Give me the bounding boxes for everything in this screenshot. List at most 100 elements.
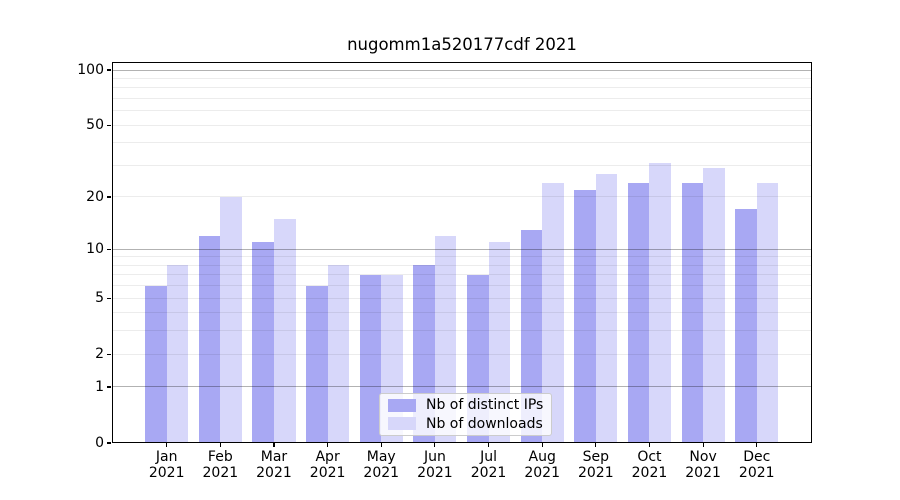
x-tick-label-may: May 2021 <box>346 449 416 481</box>
gridline-40 <box>112 142 812 144</box>
bar-nb-of-distinct-ips-jan <box>145 285 167 443</box>
y-tick-mark-20 <box>107 196 111 198</box>
x-tick-month: Mar <box>260 449 288 465</box>
bar-nb-of-distinct-ips-aug <box>520 229 543 443</box>
x-tick-month: Sep <box>582 449 609 465</box>
y-tick-label-20: 20 <box>86 188 104 205</box>
x-tick-year: 2021 <box>363 464 400 481</box>
x-tick-label-jun: Jun 2021 <box>400 449 470 481</box>
bar-nb-of-distinct-ips-nov <box>681 182 704 443</box>
x-tick-mark-jul <box>487 443 490 447</box>
bar-nb-of-distinct-ips-may <box>359 274 382 443</box>
gridline-20 <box>112 196 812 198</box>
y-tick-label-10: 10 <box>86 241 104 258</box>
bar-nb-of-downloads-apr <box>327 265 350 443</box>
gridline-10 <box>112 248 812 250</box>
y-tick-label-100: 100 <box>77 61 104 78</box>
bar-nb-of-downloads-jun <box>434 235 457 443</box>
y-tick-mark-50 <box>107 124 111 126</box>
legend-item-distinct-ips: Nb of distinct IPs <box>388 396 543 415</box>
y-tick-label-50: 50 <box>86 117 104 134</box>
x-tick-label-mar: Mar 2021 <box>239 449 309 481</box>
x-tick-year: 2021 <box>148 464 185 481</box>
gridlines-layer <box>112 62 812 443</box>
x-tick-mark-apr <box>327 443 329 447</box>
bar-nb-of-downloads-feb <box>220 196 242 443</box>
x-tick-year: 2021 <box>738 464 775 481</box>
x-tick-month: Oct <box>637 449 662 465</box>
x-tick-mark-dec <box>756 443 758 447</box>
x-tick-mark-mar <box>273 443 275 447</box>
x-tick-label-oct: Oct 2021 <box>614 449 684 481</box>
x-tick-mark-nov <box>702 443 704 447</box>
x-tick-month: Jul <box>480 449 497 465</box>
x-tick-month: Feb <box>207 449 233 465</box>
bar-nb-of-downloads-jan <box>166 265 189 443</box>
legend-item-downloads: Nb of downloads <box>388 415 543 434</box>
x-tick-mark-jun <box>434 443 436 447</box>
x-tick-mark-may <box>380 443 382 447</box>
x-tick-month: Jan <box>155 449 178 465</box>
x-tick-label-nov: Nov 2021 <box>668 449 738 481</box>
x-tick-month: May <box>366 449 396 465</box>
x-tick-year: 2021 <box>256 464 292 481</box>
gridline-8 <box>112 264 812 266</box>
legend-label-downloads: Nb of downloads <box>426 415 543 432</box>
plot-area: Nb of distinct IPs Nb of downloads <box>112 62 812 443</box>
gridline-6 <box>112 285 812 287</box>
y-tick-label-5: 5 <box>95 290 104 307</box>
x-tick-year: 2021 <box>577 464 614 481</box>
y-tick-label-0: 0 <box>95 435 104 451</box>
bar-nb-of-downloads-nov <box>703 168 725 443</box>
x-tick-month: Jun <box>423 449 446 465</box>
bar-nb-of-distinct-ips-feb <box>198 235 221 443</box>
x-tick-label-jul: Jul 2021 <box>454 449 524 481</box>
gridline-100 <box>112 69 812 71</box>
y-tick-mark-0 <box>107 442 111 444</box>
x-tick-label-dec: Dec 2021 <box>722 449 792 481</box>
gridline-90 <box>112 77 812 79</box>
gridline-7 <box>112 274 812 276</box>
bar-nb-of-downloads-sep <box>595 173 618 443</box>
x-tick-month: Apr <box>315 449 340 465</box>
x-tick-mark-feb <box>219 443 221 447</box>
bar-nb-of-downloads-jul <box>488 242 511 443</box>
gridline-3 <box>112 330 812 332</box>
x-tick-year: 2021 <box>685 464 721 481</box>
gridline-1 <box>112 386 812 388</box>
x-tick-label-aug: Aug 2021 <box>507 449 577 481</box>
bar-nb-of-distinct-ips-dec <box>735 209 757 443</box>
legend-label-distinct-ips: Nb of distinct IPs <box>426 397 544 414</box>
x-tick-mark-oct <box>648 443 651 447</box>
gridline-60 <box>112 110 812 112</box>
y-tick-mark-5 <box>107 297 111 299</box>
bar-nb-of-distinct-ips-oct <box>627 182 650 443</box>
legend-swatch-downloads <box>388 417 416 431</box>
x-tick-month: Aug <box>528 449 556 465</box>
x-tick-year: 2021 <box>631 464 668 481</box>
x-tick-year: 2021 <box>524 464 560 481</box>
gridline-50 <box>112 124 812 126</box>
bar-nb-of-downloads-aug <box>542 182 564 443</box>
x-tick-label-sep: Sep 2021 <box>561 449 631 481</box>
bar-nb-of-downloads-mar <box>273 218 296 443</box>
y-tick-mark-2 <box>107 353 111 355</box>
gridline-2 <box>112 353 812 355</box>
legend-swatch-distinct-ips <box>388 398 416 412</box>
x-tick-year: 2021 <box>202 464 239 481</box>
y-tick-label-1: 1 <box>95 378 104 395</box>
x-tick-label-apr: Apr 2021 <box>293 449 363 481</box>
bar-nb-of-distinct-ips-sep <box>574 189 596 443</box>
y-tick-mark-100 <box>107 69 111 71</box>
y-tick-mark-1 <box>107 386 111 388</box>
x-tick-mark-aug <box>541 443 543 447</box>
legend: Nb of distinct IPs Nb of downloads <box>379 393 553 436</box>
bar-nb-of-downloads-dec <box>756 182 779 443</box>
gridline-4 <box>112 312 812 314</box>
x-tick-year: 2021 <box>470 464 507 481</box>
x-tick-label-jan: Jan 2021 <box>132 449 202 481</box>
x-tick-mark-jan <box>166 443 168 447</box>
gridline-70 <box>112 97 812 99</box>
gridline-80 <box>112 87 812 89</box>
